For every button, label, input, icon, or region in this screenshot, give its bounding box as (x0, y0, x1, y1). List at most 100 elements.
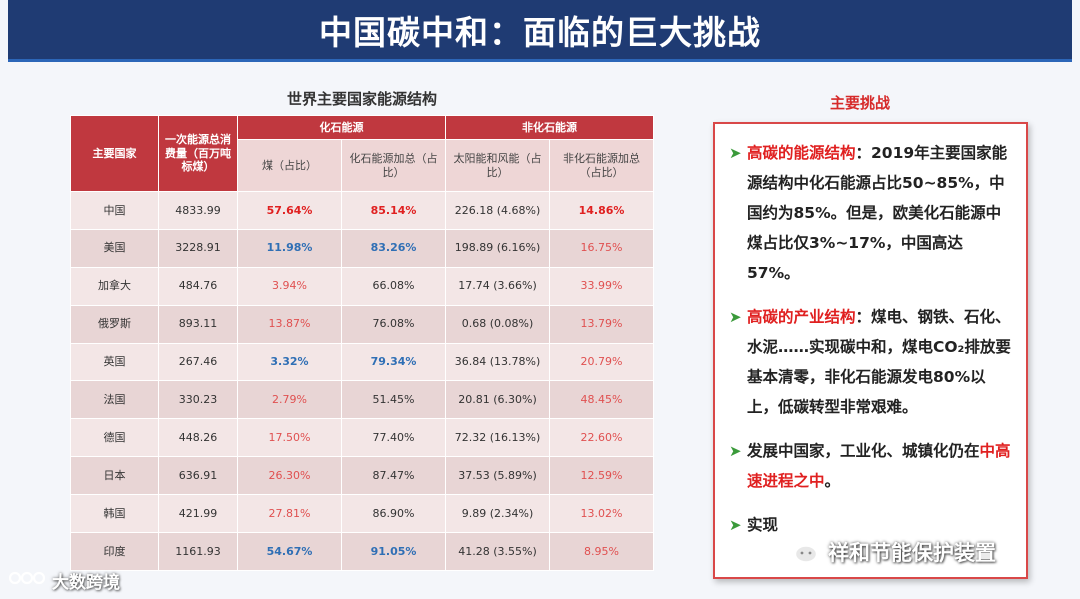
header-nonfossil-sum: 非化石能源加总（占比） (549, 139, 654, 192)
table-row: 加拿大 484.76 3.94% 66.08% 17.74 (3.66%) 33… (70, 266, 654, 306)
cell-total: 484.76 (158, 266, 238, 306)
cell-solar: 226.18 (4.68%) (445, 191, 550, 230)
table-row: 韩国 421.99 27.81% 86.90% 9.89 (2.34%) 13.… (70, 494, 654, 534)
cell-total: 4833.99 (158, 191, 238, 230)
cell-total: 267.46 (158, 342, 238, 382)
cell-country: 印度 (70, 532, 159, 571)
cell-solar: 72.32 (16.13%) (445, 418, 550, 458)
header-country: 主要国家 (70, 115, 159, 192)
cell-total: 893.11 (158, 304, 238, 344)
cell-country: 美国 (70, 228, 159, 268)
slide-title: 中国碳中和：面临的巨大挑战 (319, 12, 761, 52)
watermark-right-text: 祥和节能保护装置 (828, 541, 996, 565)
cell-total: 636.91 (158, 456, 238, 496)
cell-nonfossil: 33.99% (549, 266, 654, 306)
table-title: 世界主要国家能源结构 (286, 90, 437, 108)
challenge-text: ：2019年主要国家能源结构中化石能源占比50~85%，中国约为85%。但是，欧… (747, 144, 1008, 282)
cell-nonfossil: 22.60% (549, 418, 654, 458)
cell-fossil: 85.14% (341, 191, 446, 230)
cell-fossil: 79.34% (341, 342, 446, 382)
header-solar-wind: 太阳能和风能（占比） (445, 139, 550, 192)
cell-country: 法国 (70, 380, 159, 420)
cell-country: 俄罗斯 (70, 304, 159, 344)
cell-solar: 20.81 (6.30%) (445, 380, 550, 420)
cell-fossil: 76.08% (341, 304, 446, 344)
cell-total: 330.23 (158, 380, 238, 420)
cell-fossil: 83.26% (341, 228, 446, 268)
cell-country: 日本 (70, 456, 159, 496)
cell-total: 3228.91 (158, 228, 238, 268)
cell-nonfossil: 12.59% (549, 456, 654, 496)
watermark-right: 祥和节能保护装置 (780, 534, 996, 570)
cell-fossil: 66.08% (341, 266, 446, 306)
header-fossil-group: 化石能源 (237, 115, 446, 140)
table-row: 中国 4833.99 57.64% 85.14% 226.18 (4.68%) … (70, 191, 654, 230)
cell-coal: 57.64% (237, 191, 342, 230)
cell-country: 中国 (70, 191, 159, 230)
cell-total: 1161.93 (158, 532, 238, 571)
table-row: 法国 330.23 2.79% 51.45% 20.81 (6.30%) 48.… (70, 380, 654, 420)
challenge-text: 发展中国家，工业化、城镇化仍在 (747, 442, 980, 460)
arrow-bullet-icon: ➤ (729, 516, 742, 534)
challenge-item: ➤ 发展中国家，工业化、城镇化仍在中高速进程之中。 (729, 436, 1014, 496)
cell-nonfossil: 8.95% (549, 532, 654, 571)
cell-total: 448.26 (158, 418, 238, 458)
cell-solar: 198.89 (6.16%) (445, 228, 550, 268)
table-row: 英国 267.46 3.32% 79.34% 36.84 (13.78%) 20… (70, 342, 654, 382)
wechat-icon (780, 534, 820, 571)
table-row: 印度 1161.93 54.67% 91.05% 41.28 (3.55%) 8… (70, 532, 654, 571)
cell-coal: 13.87% (237, 304, 342, 344)
challenge-highlight: 中高速进程之中 (747, 442, 1011, 490)
challenges-title: 主要挑战 (829, 94, 890, 112)
cell-coal: 3.94% (237, 266, 342, 306)
cell-solar: 41.28 (3.55%) (445, 532, 550, 571)
title-bar: 中国碳中和：面临的巨大挑战 (8, 0, 1072, 62)
cell-nonfossil: 13.02% (549, 494, 654, 534)
cell-fossil: 86.90% (341, 494, 446, 534)
cell-country: 英国 (70, 342, 159, 382)
cell-nonfossil: 14.86% (549, 191, 654, 230)
challenges-panel: ➤ 高碳的能源结构：2019年主要国家能源结构中化石能源占比50~85%，中国约… (713, 122, 1028, 579)
cell-country: 韩国 (70, 494, 159, 534)
watermark-left-text: 大数跨境 (52, 572, 120, 593)
cell-solar: 17.74 (3.66%) (445, 266, 550, 306)
arrow-bullet-icon: ➤ (729, 308, 742, 326)
header-total: 一次能源总消费量（百万吨标煤） (158, 115, 238, 192)
challenge-highlight: 高碳的能源结构 (747, 144, 856, 162)
arrow-bullet-icon: ➤ (729, 144, 742, 162)
table-row: 俄罗斯 893.11 13.87% 76.08% 0.68 (0.08%) 13… (70, 304, 654, 344)
cell-fossil: 87.47% (341, 456, 446, 496)
cell-coal: 11.98% (237, 228, 342, 268)
cell-coal: 17.50% (237, 418, 342, 458)
cell-coal: 2.79% (237, 380, 342, 420)
cell-fossil: 77.40% (341, 418, 446, 458)
arrow-bullet-icon: ➤ (729, 442, 742, 460)
challenge-highlight: 高碳的产业结构 (747, 308, 856, 326)
cell-coal: 27.81% (237, 494, 342, 534)
table-row: 美国 3228.91 11.98% 83.26% 198.89 (6.16%) … (70, 228, 654, 268)
table-row: 日本 636.91 26.30% 87.47% 37.53 (5.89%) 12… (70, 456, 654, 496)
header-fossil-sum: 化石能源加总（占比） (341, 139, 446, 192)
challenge-text-end: 。 (824, 472, 841, 490)
cell-nonfossil: 20.79% (549, 342, 654, 382)
cell-nonfossil: 16.75% (549, 228, 654, 268)
cell-coal: 3.32% (237, 342, 342, 382)
cell-coal: 54.67% (237, 532, 342, 571)
challenge-item: ➤ 高碳的能源结构：2019年主要国家能源结构中化石能源占比50~85%，中国约… (729, 138, 1014, 288)
cell-coal: 26.30% (237, 456, 342, 496)
watermark-left: 大数跨境 (8, 566, 120, 594)
cell-solar: 9.89 (2.34%) (445, 494, 550, 534)
cell-total: 421.99 (158, 494, 238, 534)
cell-nonfossil: 13.79% (549, 304, 654, 344)
challenge-item: ➤ 高碳的产业结构：煤电、钢铁、石化、水泥……实现碳中和，煤电CO₂排放要基本清… (729, 302, 1014, 422)
cell-solar: 0.68 (0.08%) (445, 304, 550, 344)
challenge-text: 实现 (747, 516, 779, 534)
header-coal: 煤（占比） (237, 139, 342, 192)
header-nonfossil-group: 非化石能源 (445, 115, 654, 140)
cell-country: 加拿大 (70, 266, 159, 306)
cell-solar: 37.53 (5.89%) (445, 456, 550, 496)
challenge-item: ➤ 实现 (729, 510, 1014, 540)
cell-fossil: 51.45% (341, 380, 446, 420)
cell-fossil: 91.05% (341, 532, 446, 571)
